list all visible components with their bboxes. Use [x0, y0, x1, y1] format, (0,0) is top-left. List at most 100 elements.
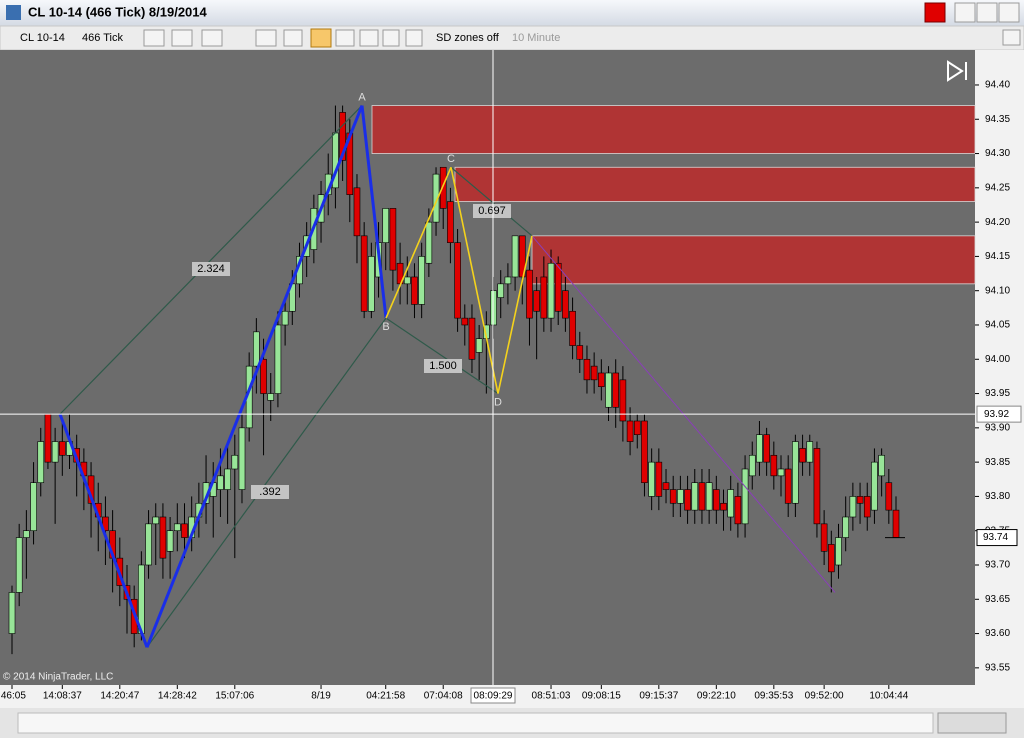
xabcd-leg — [58, 413, 149, 648]
x-tick-label: 8/19 — [311, 691, 331, 702]
candle-body — [37, 441, 45, 484]
candle-body — [23, 530, 30, 538]
y-tick-label: 94.30 — [985, 148, 1010, 159]
crosshair-time: 08:09:29 — [474, 691, 513, 702]
candle-body — [8, 592, 16, 634]
candle-body — [792, 441, 799, 504]
candle-body — [576, 345, 584, 360]
y-tick-label: 93.95 — [985, 388, 1010, 399]
indicator-button[interactable] — [335, 29, 355, 47]
candle-body — [59, 441, 66, 456]
candle-body — [871, 461, 878, 511]
data-box-button[interactable] — [405, 29, 423, 47]
candle-body — [813, 448, 821, 525]
pattern-leg — [59, 105, 363, 415]
tool-button[interactable] — [201, 29, 223, 47]
interval-selector[interactable]: 466 Tick — [82, 32, 123, 44]
crosshair-button[interactable] — [255, 29, 277, 47]
y-tick-label: 94.25 — [985, 182, 1010, 193]
properties-button[interactable] — [382, 29, 400, 47]
pattern-leg — [385, 317, 499, 395]
instrument-selector[interactable]: CL 10-14 — [20, 32, 65, 44]
candle-body — [691, 482, 699, 511]
candle-body — [490, 290, 497, 326]
candle-body — [181, 523, 188, 538]
candle-body — [511, 235, 519, 278]
candle-body — [389, 208, 397, 271]
y-tick-label: 93.85 — [985, 457, 1010, 468]
candle-body — [727, 489, 734, 518]
candle-body — [152, 516, 160, 525]
candle-body — [892, 509, 900, 538]
candle-body — [835, 537, 842, 566]
ratio-label-bg — [424, 359, 462, 373]
candle-body — [267, 393, 275, 401]
y-tick-label: 94.00 — [985, 354, 1010, 365]
y-tick-label: 94.20 — [985, 217, 1010, 228]
plot-area — [0, 50, 975, 685]
scrollbar-thumb[interactable] — [937, 712, 1007, 734]
candle-body — [741, 468, 749, 525]
candle-body — [238, 427, 246, 490]
ratio-label: 0.697 — [478, 205, 506, 217]
window-title: CL 10-14 (466 Tick) 8/19/2014 — [28, 4, 208, 19]
candle-body — [274, 324, 282, 394]
candle-body — [360, 235, 368, 312]
close-button[interactable] — [998, 2, 1020, 23]
candle-body — [605, 372, 612, 408]
candle-body — [454, 242, 461, 319]
candle-body — [260, 358, 267, 394]
zoom-button[interactable] — [283, 29, 303, 47]
pattern-leg — [450, 166, 533, 237]
strategy-button[interactable] — [359, 29, 379, 47]
candle-body — [863, 496, 871, 518]
y-tick-label: 94.35 — [985, 114, 1010, 125]
app-icon — [6, 5, 21, 20]
y-tick-label: 93.70 — [985, 560, 1010, 571]
pattern-point-label: B — [382, 321, 389, 333]
chart-style-button[interactable] — [143, 29, 165, 47]
candle-body — [547, 262, 555, 319]
candle-body — [569, 310, 576, 346]
candle-body — [253, 331, 260, 367]
candle-body — [533, 290, 540, 312]
y-tick-label: 94.15 — [985, 251, 1010, 262]
toolbar-menu[interactable] — [1002, 29, 1021, 46]
x-tick-label: 09:52:00 — [805, 691, 844, 702]
ratio-label-bg — [192, 262, 230, 276]
scroll-to-end[interactable] — [947, 60, 964, 82]
record-button[interactable] — [924, 2, 946, 23]
y-tick-label: 94.40 — [985, 80, 1010, 91]
restore-button[interactable] — [976, 2, 998, 23]
sd-zones-toggle[interactable]: SD zones off — [436, 32, 500, 44]
x-tick-label: 09:35:53 — [754, 691, 793, 702]
candle-body — [554, 262, 562, 312]
supply-zone — [454, 166, 976, 202]
candle-body — [425, 221, 433, 264]
candle-body — [770, 454, 778, 477]
candle-body — [849, 496, 857, 518]
draw-button[interactable] — [171, 29, 193, 47]
abcd-leg — [497, 235, 533, 394]
y-tick-label: 94.10 — [985, 285, 1010, 296]
candle-body — [461, 317, 469, 326]
bars-button[interactable] — [310, 28, 332, 48]
x-tick-label: 14:08:37 — [43, 691, 82, 702]
scrollbar-track — [17, 712, 934, 734]
minimize-button[interactable] — [954, 2, 976, 23]
secondary-interval[interactable]: 10 Minute — [512, 32, 560, 44]
x-tick-label: 14:20:47 — [100, 691, 139, 702]
candle-body — [382, 208, 390, 243]
candle-body — [626, 420, 634, 442]
candle-body — [432, 173, 440, 223]
candle-body — [468, 317, 476, 360]
candle-body — [439, 166, 447, 209]
candle-body — [734, 496, 742, 525]
x-tick-label: 09:15:37 — [639, 691, 678, 702]
xabcd-leg — [360, 105, 388, 319]
abcd-leg — [450, 167, 499, 394]
candle-body — [497, 283, 505, 298]
candle-body — [878, 454, 885, 477]
candle-body — [504, 276, 512, 285]
